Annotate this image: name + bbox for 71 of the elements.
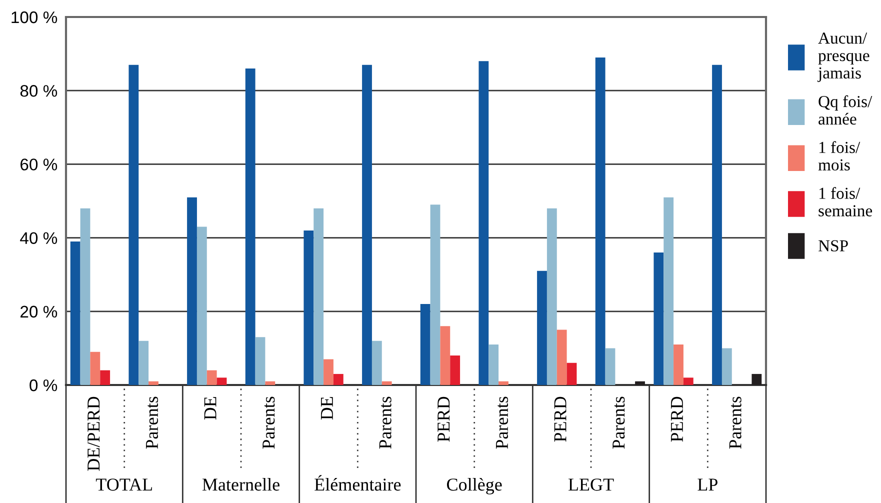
legend-label: Qq fois/ année: [818, 95, 872, 125]
bar: [382, 381, 392, 385]
bar: [333, 374, 344, 385]
bar: [265, 381, 276, 385]
legend-label: 1 fois/ semaine: [818, 187, 872, 216]
bar: [216, 378, 227, 385]
x-tick-label: Parents: [379, 396, 392, 449]
bar: [362, 64, 372, 385]
bar: [255, 337, 266, 385]
text: TOTAL: [96, 478, 152, 491]
legend-label: 1 fois/ mois: [818, 141, 860, 171]
bar: [537, 270, 547, 385]
bar: [674, 344, 684, 385]
bar: [546, 208, 557, 385]
bar: [138, 340, 149, 385]
bar: [314, 208, 324, 385]
bar: [664, 197, 674, 385]
bar: [128, 64, 139, 385]
text: Élémentaire: [314, 475, 401, 491]
bar: [722, 348, 732, 385]
y-tick-label: 20 %: [20, 306, 58, 318]
bar: [478, 61, 489, 385]
x-tick-label: PERD: [671, 396, 683, 442]
text: LP: [698, 478, 718, 491]
x-tick-label: DE: [321, 397, 333, 420]
y-tick-label: 40 %: [20, 232, 58, 244]
bar: [595, 57, 606, 385]
bar: [498, 381, 508, 385]
bar: [556, 330, 567, 385]
bar: [206, 370, 217, 385]
x-tick-label: Parents: [262, 396, 275, 449]
x-tick-label: Parents: [146, 396, 158, 449]
legend-label: NSP: [818, 240, 848, 252]
x-tick-label: DE/PERD: [88, 396, 100, 471]
legend-label: Aucun/ presque jamais: [818, 32, 870, 82]
y-tick-label: 100 %: [12, 11, 58, 24]
bar: [566, 362, 577, 385]
bar: [752, 374, 762, 385]
bar: [100, 370, 110, 385]
x-tick-label: DE: [204, 397, 216, 420]
text: Collège: [446, 478, 502, 494]
bar: [90, 352, 100, 385]
bar: [683, 378, 694, 385]
bar: [488, 344, 499, 385]
bar: [440, 326, 450, 385]
y-tick-label: 60 %: [20, 158, 58, 170]
bar: [80, 208, 90, 385]
bar: [245, 68, 256, 385]
x-tick-label: Parents: [496, 396, 508, 449]
x-tick-label: Parents: [612, 396, 625, 449]
x-tick-label: Parents: [729, 396, 742, 449]
y-tick-label: 80 %: [20, 85, 58, 97]
bar: [187, 197, 197, 385]
x-tick-label: PERD: [438, 396, 450, 442]
bar: [635, 381, 645, 385]
bar: [712, 64, 722, 385]
x-tick-label: PERD: [554, 396, 566, 442]
bar: [605, 348, 616, 385]
bar: [372, 340, 382, 385]
bar: [304, 230, 314, 385]
y-tick-label: 0 %: [30, 379, 58, 392]
bar: [450, 356, 460, 385]
bar: [148, 381, 158, 385]
bar: [324, 359, 334, 385]
bar: [420, 304, 430, 385]
bar: [654, 252, 664, 385]
bar: [196, 226, 207, 385]
text: LEGT: [568, 478, 614, 491]
text: Maternelle: [202, 478, 280, 491]
bar: [70, 241, 80, 385]
bar: [430, 204, 440, 385]
